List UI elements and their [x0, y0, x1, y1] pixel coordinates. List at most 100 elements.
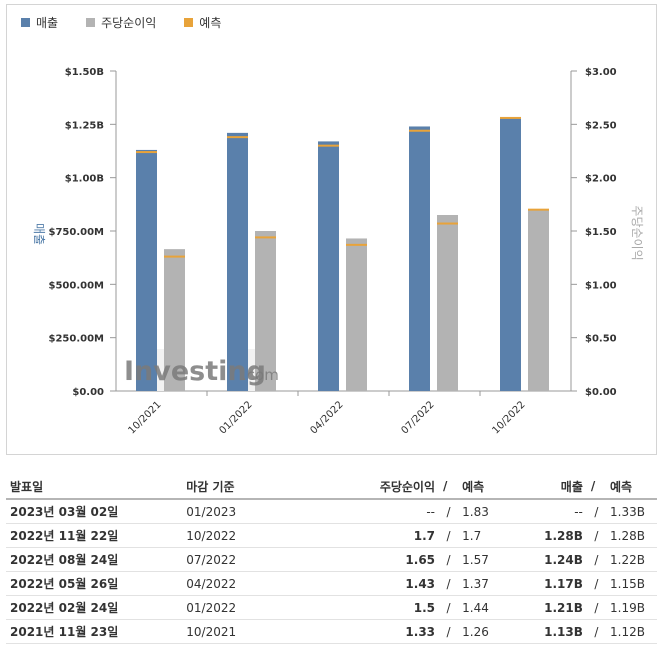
row-revenue: 1.13B — [508, 619, 587, 644]
legend-eps[interactable]: 주당순이익 — [86, 14, 156, 31]
legend-revenue-label: 매출 — [36, 16, 59, 30]
revenue-bar[interactable] — [500, 117, 521, 391]
row-revenue: 1.24B — [508, 547, 587, 572]
row-date: 2022년 05월 26일 — [6, 571, 183, 596]
row-revenue: 1.17B — [508, 571, 587, 596]
legend-forecast[interactable]: 예측 — [184, 14, 221, 31]
revenue-forecast-marker[interactable] — [409, 129, 430, 132]
row-revenue-forecast: 1.19B — [606, 595, 657, 620]
forecast-swatch — [184, 18, 194, 27]
eps-bar[interactable] — [346, 238, 367, 391]
row-rev-sep: / — [586, 547, 606, 572]
row-revenue-forecast: 1.12B — [606, 619, 657, 644]
row-date: 2022년 08월 24일 — [6, 547, 183, 572]
eps-bar[interactable] — [528, 209, 549, 391]
legend-revenue[interactable]: 매출 — [21, 14, 58, 31]
row-period: 04/2022 — [182, 571, 329, 596]
right-tick-label: $3.00 — [585, 67, 617, 78]
header-revenue-forecast: 예측 — [606, 474, 657, 500]
revenue-bar[interactable] — [409, 126, 430, 391]
row-eps-forecast: 1.44 — [458, 595, 509, 620]
category-label: 10/2022 — [490, 399, 527, 436]
eps-forecast-marker[interactable] — [255, 236, 276, 239]
legend-forecast-label: 예측 — [199, 16, 222, 30]
revenue-swatch — [21, 18, 30, 27]
row-rev-sep: / — [586, 595, 606, 620]
row-eps-sep: / — [439, 571, 459, 596]
header-period[interactable]: 마감 기준 — [182, 474, 329, 500]
right-tick-label: $1.00 — [585, 280, 617, 291]
eps-bar[interactable] — [437, 215, 458, 391]
header-revenue[interactable]: 매출 — [508, 474, 587, 500]
header-date[interactable]: 발표일 — [6, 474, 183, 500]
row-period: 10/2021 — [182, 619, 329, 644]
row-revenue-forecast: 1.33B — [606, 499, 657, 524]
row-revenue: 1.21B — [508, 595, 587, 620]
left-tick-label: $0.00 — [72, 387, 104, 398]
category-label: 07/2022 — [399, 399, 436, 436]
row-revenue: -- — [508, 499, 587, 524]
row-eps-forecast: 1.57 — [458, 547, 509, 572]
row-rev-sep: / — [586, 571, 606, 596]
table-row: 2022년 11월 22일 10/2022 1.7/1.7 1.28B/1.28B — [6, 523, 657, 548]
chart-plot: Investing.com $0.00 $0.00 $250.00M $0.50 $50… — [32, 67, 644, 436]
row-date: 2023년 03월 02일 — [6, 499, 183, 524]
revenue-forecast-marker[interactable] — [500, 116, 521, 119]
row-eps: 1.33 — [328, 619, 440, 644]
row-eps: -- — [328, 499, 440, 524]
left-tick-label: $250.00M — [49, 334, 105, 345]
eps-forecast-marker[interactable] — [346, 243, 367, 246]
revenue-forecast-marker[interactable] — [136, 151, 157, 154]
eps-forecast-marker[interactable] — [437, 222, 458, 225]
watermark-logo-suffix: .com — [242, 366, 279, 384]
row-date: 2022년 11월 22일 — [6, 523, 183, 548]
earnings-table: 발표일 마감 기준 주당순이익 / 예측 매출 / 예측 2023년 03월 0… — [6, 474, 657, 644]
eps-forecast-marker[interactable] — [164, 255, 185, 258]
table-row: 2023년 03월 02일 01/2023 --/1.83 --/1.33B — [6, 499, 657, 524]
revenue-bar[interactable] — [227, 132, 248, 391]
chart-legend: 매출 주당순이익 예측 — [21, 14, 221, 31]
left-axis-title: 매출 — [32, 223, 46, 245]
left-tick-label: $1.00B — [65, 174, 104, 185]
row-eps: 1.43 — [328, 571, 440, 596]
row-eps-sep: / — [439, 547, 459, 572]
eps-swatch — [86, 18, 96, 27]
eps-forecast-marker[interactable] — [528, 208, 549, 211]
right-tick-label: $0.50 — [585, 334, 617, 345]
table-row: 2021년 11월 23일 10/2021 1.33/1.26 1.13B/1.12B — [6, 619, 657, 644]
right-tick-label: $1.50 — [585, 227, 617, 238]
table-row: 2022년 02월 24일 01/2022 1.5/1.44 1.21B/1.19B — [6, 595, 657, 620]
watermark-logo: Investing — [124, 356, 266, 387]
right-axis-title: 주당순이익 — [630, 205, 644, 260]
row-rev-sep: / — [586, 619, 606, 644]
row-eps-sep: / — [439, 595, 459, 620]
row-rev-sep: / — [586, 499, 606, 524]
row-revenue-forecast: 1.28B — [606, 523, 657, 548]
header-rev-sep: / — [586, 474, 606, 500]
category-label: 04/2022 — [308, 399, 345, 436]
header-eps-forecast: 예측 — [458, 474, 509, 500]
row-eps-sep: / — [439, 523, 459, 548]
row-date: 2021년 11월 23일 — [6, 619, 183, 644]
table-row: 2022년 05월 26일 04/2022 1.43/1.37 1.17B/1.15B — [6, 571, 657, 596]
row-revenue-forecast: 1.22B — [606, 547, 657, 572]
row-eps-sep: / — [439, 619, 459, 644]
right-tick-label: $2.00 — [585, 174, 617, 185]
header-eps[interactable]: 주당순이익 — [328, 474, 440, 500]
eps-bar[interactable] — [255, 231, 276, 391]
table-row: 2022년 08월 24일 07/2022 1.65/1.57 1.24B/1.22B — [6, 547, 657, 572]
revenue-forecast-marker[interactable] — [318, 144, 339, 147]
table-header-row: 발표일 마감 기준 주당순이익 / 예측 매출 / 예측 — [6, 474, 657, 500]
row-rev-sep: / — [586, 523, 606, 548]
row-period: 01/2023 — [182, 499, 329, 524]
left-tick-label: $500.00M — [49, 280, 105, 291]
revenue-bar[interactable] — [136, 149, 157, 391]
right-tick-label: $2.50 — [585, 120, 617, 131]
header-eps-sep: / — [439, 474, 459, 500]
revenue-forecast-marker[interactable] — [227, 136, 248, 139]
eps-bar[interactable] — [164, 249, 185, 391]
row-date: 2022년 02월 24일 — [6, 595, 183, 620]
category-label: 01/2022 — [217, 399, 254, 436]
revenue-bar[interactable] — [318, 141, 339, 391]
row-period: 07/2022 — [182, 547, 329, 572]
